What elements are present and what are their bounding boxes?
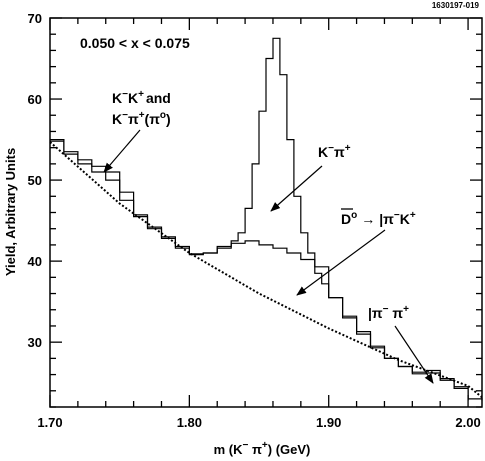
ann-kk-l2a: K (112, 111, 122, 127)
annotation-dbar: Do → |π−K+ (296, 208, 416, 296)
ann-pipi-d: + (403, 304, 409, 315)
ann-kpi-d: + (345, 143, 351, 154)
cut-label: 0.050 < x < 0.075 (80, 35, 190, 51)
series-line-0 (49, 141, 483, 399)
ann-kk-l2f: o (160, 110, 166, 121)
y-axis-title: Yield, Arbitrary Units (3, 148, 18, 276)
svg-text:|π− π+: |π− π+ (368, 304, 409, 321)
ann-kpi-c: π (334, 144, 345, 160)
xlabel-mid: π (248, 442, 262, 457)
y-tick-label: 40 (28, 254, 42, 269)
ann-kk-l2c: π (128, 111, 139, 127)
annotation-pipi: |π− π+ (368, 304, 434, 384)
y-tick-label: 30 (28, 335, 42, 350)
ann-kk-l2d: + (139, 110, 145, 121)
y-tick-label: 60 (28, 92, 42, 107)
ann-pipi-c: π (388, 305, 403, 321)
ann-pipi-a: |π (368, 305, 383, 321)
ann-dbar-g: + (410, 210, 416, 221)
ann-dbar-f: K (400, 211, 410, 227)
y-tick-labels: 30 40 50 60 70 (28, 11, 42, 350)
ann-kk-l2g: ) (166, 111, 171, 127)
y-tick-label: 50 (28, 173, 42, 188)
x-tick-label: 2.00 (455, 415, 480, 430)
svg-text:Do→|π−K+: Do → |π−K+ (341, 210, 416, 227)
arrow-kk (103, 129, 141, 173)
ann-kk-l1d: + (138, 89, 144, 100)
ann-kpi-a: K (318, 144, 328, 160)
xlabel-sup2: + (262, 440, 268, 451)
x-tick-label: 1.80 (177, 415, 202, 430)
ann-kk-l1b: − (122, 89, 128, 100)
x-tick-labels: 1.70 1.80 1.90 2.00 (37, 415, 480, 430)
ann-dbar-e: − (394, 210, 400, 221)
tick-marks (49, 17, 482, 408)
arrow-kpi (270, 165, 323, 212)
ann-dbar-b: o (351, 210, 357, 221)
xlabel-sup1: − (243, 440, 249, 451)
arrow-dbar (296, 229, 386, 296)
ann-pipi-b: − (383, 304, 389, 315)
ann-kpi-b: − (328, 143, 334, 154)
ann-kk-l2b: − (122, 110, 128, 121)
ann-kk-l2e: (π (145, 111, 161, 127)
svg-text:K−K+and: K−K+ and (112, 89, 171, 106)
y-tick-label: 70 (28, 11, 42, 26)
x-tick-label: 1.70 (37, 415, 62, 430)
figure-id: 1630197-019 (432, 1, 480, 10)
ann-dbar-a: D (341, 211, 351, 227)
ann-kk-l1c: K (128, 90, 138, 106)
ann-kk-l1a: K (112, 90, 122, 106)
annotation-kpi: K−π+ (270, 143, 351, 212)
ann-dbar-c: → (361, 211, 375, 227)
arrow-pipi (394, 325, 434, 384)
x-tick-label: 1.90 (316, 415, 341, 430)
series-line-2 (50, 140, 469, 401)
x-axis-title: m (K− π+) (GeV) (214, 440, 311, 457)
xlabel-tail: ) (GeV) (268, 442, 311, 457)
ann-dbar-d: |π (379, 211, 394, 227)
xlabel-main: m (K (214, 442, 244, 457)
series-layer (49, 37, 483, 401)
svg-text:K−π+: K−π+ (318, 143, 351, 160)
ann-kk-l1e: and (146, 90, 171, 106)
annotation-kk: K−K+ and K−π+(πo) (103, 89, 171, 173)
svg-text:K−π+(πo): K−π+(πo) (112, 110, 171, 127)
